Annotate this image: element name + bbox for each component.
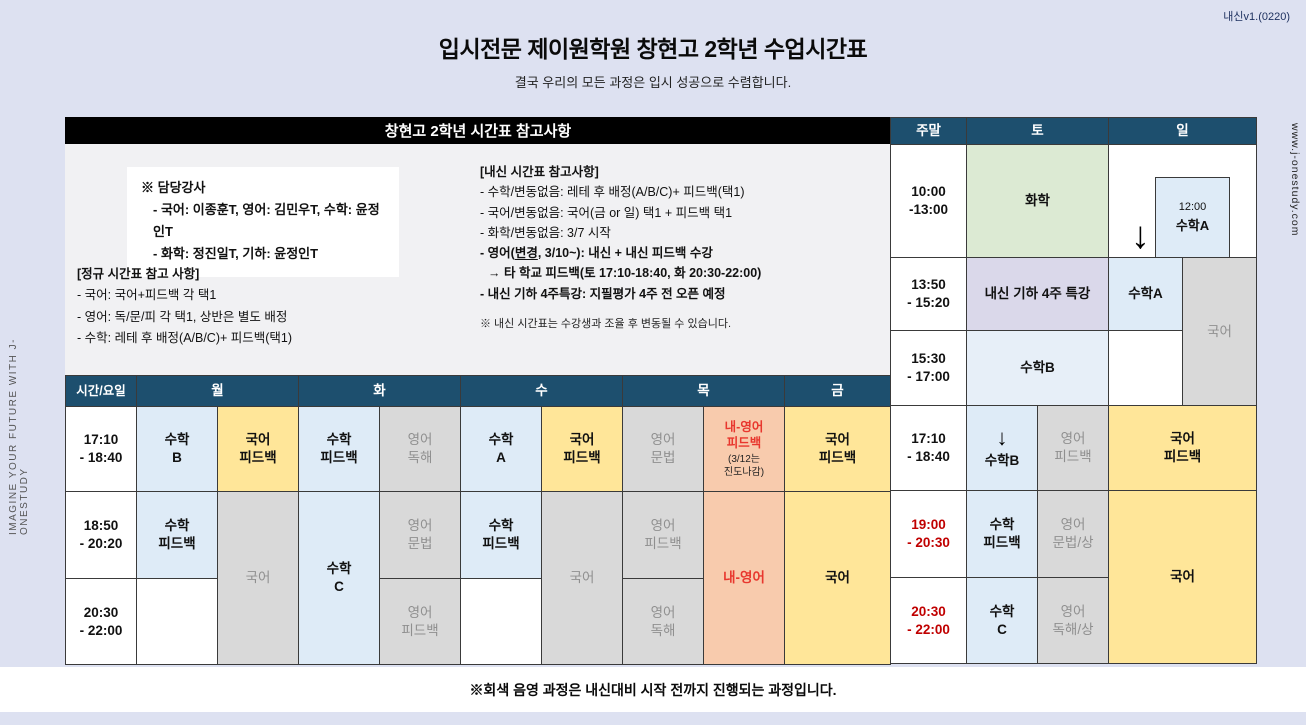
col-header-wed: 수 (461, 376, 622, 406)
cell-sun-2-left: 수학A (1109, 258, 1182, 330)
weekend-time-slot-4: 17:10 - 18:40 (891, 406, 966, 490)
weekend-timetable: 주말 토 일 10:00 -13:00 13:50 - 15:20 15:30 … (890, 117, 1257, 664)
cell-wed-2-left: 수학 피드백 (461, 492, 541, 578)
cell-thu-23-right: 내-영어 (704, 492, 784, 664)
cell-sat-chemistry: 화학 (967, 145, 1108, 257)
cell-mon-2-left: 수학 피드백 (137, 492, 217, 578)
down-arrow-icon: ↓ (996, 424, 1008, 450)
weekend-time-slot-5: 19:00 - 20:30 (891, 491, 966, 577)
cell-fri-23: 국어 (785, 492, 890, 664)
naesin-note-line: - 수학/변동없음: 레테 후 배정(A/B/C)+ 피드백(택1) (480, 185, 745, 200)
cell-sat-6-left: 수학 C (967, 578, 1037, 663)
time-slot-3: 20:30 - 22:00 (66, 579, 136, 664)
page-subtitle: 결국 우리의 모든 과정은 입시 성공으로 수렴합니다. (514, 75, 792, 90)
cell-wed-1-left: 수학 A (461, 407, 541, 491)
col-header-time: 시간/요일 (66, 376, 136, 406)
cell-mon-3-left-empty (137, 579, 217, 664)
teacher-box: ※ 담당강사 - 국어: 이종훈T, 영어: 김민우T, 수학: 윤정인T - … (127, 167, 399, 278)
naesin-english-feedback-label: 내-영어 피드백 (724, 419, 764, 450)
cell-sat-5-left: 수학 피드백 (967, 491, 1037, 577)
cell-sat-4-left: ↓ 수학B (967, 406, 1037, 490)
cell-tue-1-right: 영어 독해 (380, 407, 460, 491)
sun-math-a-time: 12:00 (1178, 201, 1207, 214)
col-header-thu: 목 (623, 376, 784, 406)
weekend-time-slot-3: 15:30 - 17:00 (891, 331, 966, 405)
sun-math-a-label: 수학A (1175, 217, 1210, 233)
teacher-line: - 국어: 이종훈T, 영어: 김민우T, 수학: 윤정인T (153, 202, 380, 240)
cell-thu-1-right: 내-영어 피드백 (3/12는 진도나감) (704, 407, 784, 491)
col-header-mon: 월 (137, 376, 298, 406)
cell-sat-geometry-special: 내신 기하 4주 특강 (967, 258, 1108, 330)
naesin-note-line: → 타 학교 피드백(토 17:10-18:40, 화 20:30-22:00) (488, 266, 762, 281)
weekday-timetable: 시간/요일 월 화 수 목 금 17:10 - 18:40 18:50 - 20… (65, 375, 891, 665)
version-label: 내신v1.(0220) (1223, 11, 1290, 23)
naesin-notes: [내신 시간표 참고사항] - 수학/변동없음: 레테 후 배정(A/B/C)+… (480, 162, 761, 334)
regular-note-line: - 영어: 독/문/피 각 택1, 상반은 별도 배정 (77, 309, 288, 324)
naesin-english-post: , 3/10~): 내신 + 내신 피드백 수강 (537, 246, 713, 260)
cell-wed-23-right: 국어 (542, 492, 622, 664)
col-header-weekend: 주말 (891, 118, 966, 144)
cell-sun-23-right: 국어 (1183, 258, 1256, 405)
sun-math-a-noon-box: 12:00 수학A (1155, 177, 1230, 257)
regular-notes: [정규 시간표 참고 사항] - 국어: 국어+피드백 각 택1 - 영어: 독… (77, 264, 292, 349)
cell-mon-1-left: 수학 B (137, 407, 217, 491)
cell-sat-4-right: 영어 피드백 (1038, 406, 1108, 490)
cell-thu-1-left: 영어 문법 (623, 407, 703, 491)
naesin-note-line: - 국어/변동없음: 국어(금 or 일) 택1 + 피드백 택1 (480, 205, 733, 220)
cell-sun-morning: 12:00 수학A ↓ (1109, 145, 1256, 257)
left-vertical-slogan: IMAGINE YOUR FUTURE WITH J-ONESTUDY (8, 338, 30, 535)
teacher-line: - 화학: 정진일T, 기하: 윤정인T (153, 246, 319, 262)
header: 입시전문 제이원학원 창현고 2학년 수업시간표 결국 우리의 모든 과정은 입… (0, 30, 1306, 91)
weekend-time-slot-2: 13:50 - 15:20 (891, 258, 966, 330)
regular-note-line: - 수학: 레테 후 배정(A/B/C)+ 피드백(택1) (77, 330, 293, 345)
page-title: 입시전문 제이원학원 창현고 2학년 수업시간표 (438, 36, 868, 62)
cell-sun-korean-feedback: 국어 피드백 (1109, 406, 1256, 490)
cell-wed-3-left-empty (461, 579, 541, 664)
weekend-time-slot-6: 20:30 - 22:00 (891, 578, 966, 663)
cell-tue-2-right: 영어 문법 (380, 492, 460, 578)
cell-sat-6-right: 영어 독해/상 (1038, 578, 1108, 663)
naesin-footnote: ※ 내신 시간표는 수강생과 조율 후 변동될 수 있습니다. (480, 317, 732, 330)
cell-sat-math-b-early: 수학B (967, 331, 1108, 405)
notes-panel: ※ 담당강사 - 국어: 이종훈T, 영어: 김민우T, 수학: 윤정인T - … (65, 144, 891, 375)
naesin-english-pre: - 영어( (480, 246, 515, 260)
naesin-note-line-english: - 영어(변경, 3/10~): 내신 + 내신 피드백 수강 (480, 243, 761, 263)
cell-fri-1: 국어 피드백 (785, 407, 890, 491)
down-arrow-icon: ↓ (1131, 215, 1150, 257)
notes-section-header: 창현고 2학년 시간표 참고사항 (65, 117, 891, 144)
cell-sun-korean: 국어 (1109, 491, 1256, 663)
time-slot-1: 17:10 - 18:40 (66, 407, 136, 491)
cell-tue-23-left: 수학 C (299, 492, 379, 664)
cell-thu-2-left: 영어 피드백 (623, 492, 703, 578)
footer-note: ※회색 음영 과정은 내신대비 시작 전까지 진행되는 과정입니다. (0, 667, 1306, 712)
cell-wed-1-right: 국어 피드백 (542, 407, 622, 491)
cell-mon-23-right: 국어 (218, 492, 298, 664)
regular-note-line: - 국어: 국어+피드백 각 택1 (77, 288, 217, 303)
col-header-fri: 금 (785, 376, 890, 406)
col-header-tue: 화 (299, 376, 460, 406)
naesin-notes-heading: [내신 시간표 참고사항] (480, 165, 599, 179)
cell-sun-3-left-empty (1109, 331, 1182, 405)
cell-thu-3-left: 영어 독해 (623, 579, 703, 664)
cell-mon-1-right: 국어 피드백 (218, 407, 298, 491)
weekend-time-slot-1: 10:00 -13:00 (891, 145, 966, 257)
sat-math-b-label: 수학B (984, 452, 1020, 468)
regular-notes-heading: [정규 시간표 참고 사항] (77, 267, 200, 281)
naesin-note-line: - 화학/변동없음: 3/7 시작 (480, 225, 611, 240)
right-vertical-website: www.j-onestudy.com (1289, 123, 1301, 237)
cell-sat-5-right: 영어 문법/상 (1038, 491, 1108, 577)
teacher-heading: ※ 담당강사 (141, 180, 206, 195)
naesin-english-feedback-note: (3/12는 진도나감) (723, 454, 765, 478)
col-header-sun: 일 (1109, 118, 1256, 144)
naesin-english-underlined: 변경 (514, 246, 538, 260)
time-slot-2: 18:50 - 20:20 (66, 492, 136, 578)
cell-tue-3-right: 영어 피드백 (380, 579, 460, 664)
cell-tue-1-left: 수학 피드백 (299, 407, 379, 491)
col-header-sat: 토 (967, 118, 1108, 144)
naesin-note-line: - 내신 기하 4주특강: 지필평가 4주 전 오픈 예정 (480, 286, 726, 301)
